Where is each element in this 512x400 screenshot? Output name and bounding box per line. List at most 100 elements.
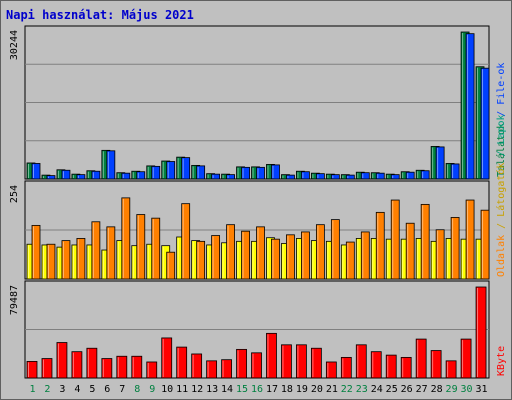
- bar-hits-files-File-ok-19: [301, 171, 310, 180]
- x-tick-label-23: 23: [356, 384, 368, 395]
- bar-visits-pages-Oldalak-1: [31, 224, 41, 280]
- bar-hits-files-File-ok-14: [226, 174, 235, 180]
- bar-hits-files-File-ok-30: [465, 33, 475, 180]
- bar-kbytes-KByte-17: [266, 332, 277, 379]
- bar-kbytes-KByte-5: [86, 347, 98, 379]
- bar-hits-files-File-ok-2: [46, 175, 56, 180]
- bar-hits-files-File-ok-20: [315, 173, 325, 180]
- x-tick-label-3: 3: [59, 384, 65, 395]
- bar-kbytes-KByte-23: [355, 344, 367, 379]
- legend-visits-pages: Oldalak / Látogatók / Lapok: [495, 114, 507, 277]
- bar-kbytes-KByte-24: [370, 351, 382, 379]
- bar-hits-files-File-ok-5: [91, 170, 101, 180]
- x-tick-label-25: 25: [386, 384, 398, 395]
- bar-hits-files-File-ok-6: [106, 150, 116, 180]
- bar-visits-pages-Oldalak-29: [450, 217, 460, 280]
- bar-hits-files-File-ok-16: [256, 166, 265, 180]
- legend-entry: / Lapok: [496, 114, 507, 162]
- bar-kbytes-KByte-12: [191, 353, 203, 379]
- y-max-label: 79487: [9, 285, 20, 315]
- bar-visits-pages-Oldalak-17: [271, 238, 280, 280]
- x-tick-label-24: 24: [371, 384, 383, 395]
- x-tick-label-2: 2: [44, 384, 50, 395]
- y-max-label: 254: [9, 185, 20, 203]
- bar-visits-pages-Oldalak-9: [151, 217, 161, 280]
- x-tick-label-21: 21: [326, 384, 338, 395]
- x-tick-label-28: 28: [431, 384, 443, 395]
- bar-kbytes-KByte-7: [116, 355, 128, 379]
- x-tick-label-8: 8: [134, 384, 140, 395]
- bar-visits-pages-Oldalak-8: [136, 214, 146, 280]
- x-tick-label-20: 20: [311, 384, 323, 395]
- x-tick-label-16: 16: [251, 384, 263, 395]
- bar-visits-pages-Oldalak-2: [46, 243, 56, 280]
- bar-visits-pages-Oldalak-23: [360, 231, 370, 280]
- bar-hits-files-File-ok-13: [211, 173, 221, 180]
- bar-visits-pages-Oldalak-12: [196, 240, 206, 280]
- x-tick-label-30: 30: [461, 384, 473, 395]
- x-tick-label-26: 26: [401, 384, 413, 395]
- x-tick-label-27: 27: [416, 384, 428, 395]
- bar-hits-files-File-ok-28: [435, 146, 445, 180]
- bar-visits-pages-Oldalak-16: [256, 226, 265, 280]
- bar-visits-pages-Oldalak-24: [375, 211, 385, 280]
- x-tick-label-22: 22: [341, 384, 353, 395]
- legend-entry: / File-ok: [496, 63, 507, 123]
- bar-hits-files-File-ok-29: [450, 163, 460, 180]
- bar-visits-pages-Oldalak-3: [61, 240, 71, 280]
- x-tick-label-11: 11: [176, 384, 188, 395]
- bar-kbytes-KByte-29: [445, 360, 457, 379]
- bar-hits-files-File-ok-17: [271, 164, 280, 180]
- bar-kbytes-KByte-3: [56, 342, 68, 379]
- bar-visits-pages-Oldalak-5: [91, 221, 101, 280]
- x-tick-label-14: 14: [221, 384, 233, 395]
- x-tick-label-17: 17: [266, 384, 278, 395]
- bar-kbytes-KByte-14: [221, 359, 232, 379]
- bar-kbytes-KByte-18: [281, 344, 292, 379]
- legend-kbytes: KByte: [496, 346, 507, 376]
- x-tick-label-1: 1: [29, 384, 35, 395]
- bar-visits-pages-Oldalak-26: [405, 222, 415, 280]
- bar-visits-pages-Oldalak-18: [286, 234, 295, 280]
- bar-visits-pages-Oldalak-27: [420, 203, 430, 280]
- x-tick-label-29: 29: [446, 384, 458, 395]
- bar-hits-files-File-ok-23: [360, 172, 370, 180]
- bar-visits-pages-Oldalak-7: [121, 197, 131, 280]
- bar-visits-pages-Oldalak-21: [330, 219, 340, 280]
- bar-hits-files-File-ok-27: [420, 170, 430, 180]
- bar-kbytes-KByte-2: [41, 358, 53, 379]
- bar-visits-pages-Oldalak-4: [76, 238, 86, 280]
- legend-entry: Oldalak: [496, 235, 507, 277]
- bar-hits-files-File-ok-22: [345, 174, 355, 180]
- bar-kbytes-KByte-6: [101, 358, 113, 379]
- x-tick-label-6: 6: [104, 384, 110, 395]
- bar-kbytes-KByte-21: [325, 361, 337, 379]
- bar-kbytes-KByte-13: [206, 360, 218, 379]
- bar-hits-files-File-ok-1: [31, 163, 41, 180]
- bar-kbytes-KByte-1: [26, 360, 38, 379]
- bar-hits-files-File-ok-4: [76, 174, 86, 180]
- bar-kbytes-KByte-9: [146, 361, 158, 379]
- bar-kbytes-KByte-27: [415, 338, 427, 379]
- y-max-label: 30244: [9, 30, 20, 60]
- legend-hits-files: Találatok / File-ok: [495, 63, 507, 177]
- bar-hits-files-File-ok-10: [166, 161, 176, 180]
- x-tick-label-4: 4: [74, 384, 80, 395]
- x-tick-label-5: 5: [89, 384, 95, 395]
- x-tick-label-19: 19: [296, 384, 308, 395]
- page-title: Napi használat: Május 2021: [6, 8, 194, 22]
- legend-entry: / Látogatók: [495, 163, 507, 235]
- bar-visits-pages-Oldalak-13: [211, 235, 221, 280]
- x-tick-label-10: 10: [161, 384, 173, 395]
- bar-hits-files-File-ok-7: [121, 172, 131, 180]
- x-tick-label-7: 7: [119, 384, 125, 395]
- bar-hits-files-File-ok-12: [196, 165, 206, 180]
- x-tick-label-15: 15: [236, 384, 248, 395]
- bar-visits-pages-Oldalak-22: [345, 241, 355, 280]
- bar-kbytes-KByte-25: [385, 354, 397, 379]
- bar-hits-files-File-ok-8: [136, 171, 146, 180]
- bar-hits-files-File-ok-18: [286, 174, 295, 180]
- bar-kbytes-KByte-4: [71, 351, 83, 379]
- bar-kbytes-KByte-8: [131, 355, 143, 379]
